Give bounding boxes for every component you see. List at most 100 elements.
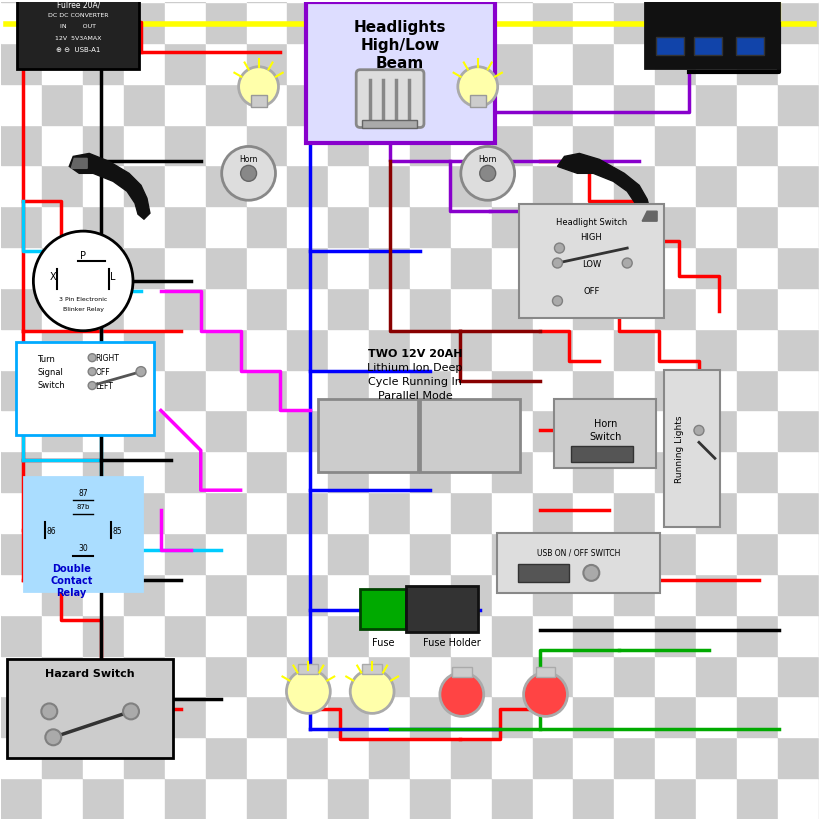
- Bar: [817, 288, 819, 329]
- Text: HIGH: HIGH: [580, 233, 601, 242]
- Bar: [450, 778, 491, 819]
- Bar: [124, 3, 165, 43]
- Bar: [43, 0, 83, 3]
- Bar: [736, 43, 776, 84]
- Bar: [410, 492, 450, 533]
- Bar: [287, 288, 328, 329]
- Bar: [736, 125, 776, 166]
- Bar: [491, 166, 532, 207]
- Bar: [287, 615, 328, 656]
- Bar: [613, 84, 654, 125]
- Bar: [817, 533, 819, 574]
- Bar: [206, 0, 247, 3]
- Bar: [328, 411, 369, 452]
- Bar: [695, 125, 736, 166]
- Bar: [532, 370, 572, 411]
- Bar: [410, 452, 450, 492]
- Polygon shape: [641, 212, 656, 222]
- Bar: [206, 125, 247, 166]
- Bar: [165, 125, 206, 166]
- Bar: [83, 492, 124, 533]
- Bar: [776, 0, 817, 3]
- Circle shape: [460, 147, 514, 201]
- Bar: [83, 615, 124, 656]
- Bar: [613, 492, 654, 533]
- Bar: [613, 574, 654, 615]
- Circle shape: [582, 565, 599, 581]
- Bar: [2, 778, 43, 819]
- Bar: [613, 370, 654, 411]
- Bar: [695, 166, 736, 207]
- Bar: [83, 3, 124, 43]
- Bar: [776, 492, 817, 533]
- Bar: [572, 656, 613, 697]
- Bar: [206, 656, 247, 697]
- Bar: [491, 697, 532, 737]
- Bar: [491, 329, 532, 370]
- Bar: [43, 125, 83, 166]
- Bar: [613, 656, 654, 697]
- Bar: [736, 615, 776, 656]
- Bar: [532, 43, 572, 84]
- Bar: [165, 533, 206, 574]
- Bar: [776, 370, 817, 411]
- Bar: [328, 697, 369, 737]
- Text: IN        OUT: IN OUT: [60, 25, 96, 29]
- Bar: [43, 207, 83, 248]
- Bar: [124, 411, 165, 452]
- Bar: [328, 166, 369, 207]
- Bar: [83, 574, 124, 615]
- Bar: [287, 248, 328, 288]
- Bar: [410, 533, 450, 574]
- Bar: [124, 0, 165, 3]
- Circle shape: [240, 166, 256, 182]
- Bar: [247, 248, 287, 288]
- Bar: [43, 656, 83, 697]
- Bar: [369, 615, 410, 656]
- Bar: [776, 615, 817, 656]
- Bar: [817, 656, 819, 697]
- Bar: [613, 737, 654, 778]
- Bar: [410, 84, 450, 125]
- Text: Beam: Beam: [375, 57, 423, 71]
- Bar: [328, 370, 369, 411]
- Bar: [491, 452, 532, 492]
- Bar: [206, 737, 247, 778]
- Bar: [776, 125, 817, 166]
- Bar: [206, 329, 247, 370]
- Circle shape: [136, 367, 146, 377]
- Bar: [571, 447, 632, 463]
- Bar: [2, 656, 43, 697]
- Bar: [491, 656, 532, 697]
- Bar: [2, 84, 43, 125]
- Bar: [736, 288, 776, 329]
- Bar: [287, 329, 328, 370]
- Bar: [410, 329, 450, 370]
- Bar: [124, 329, 165, 370]
- Bar: [817, 166, 819, 207]
- Bar: [43, 370, 83, 411]
- Bar: [43, 574, 83, 615]
- Bar: [776, 574, 817, 615]
- Bar: [2, 329, 43, 370]
- Bar: [817, 125, 819, 166]
- Bar: [613, 207, 654, 248]
- Bar: [369, 288, 410, 329]
- Bar: [654, 737, 695, 778]
- Text: Hazard Switch: Hazard Switch: [45, 667, 135, 677]
- Bar: [410, 656, 450, 697]
- Text: Switch: Switch: [38, 381, 65, 390]
- Bar: [776, 411, 817, 452]
- Bar: [124, 43, 165, 84]
- Bar: [736, 697, 776, 737]
- Bar: [491, 84, 532, 125]
- Text: Horn: Horn: [239, 155, 257, 164]
- Bar: [247, 492, 287, 533]
- Bar: [328, 0, 369, 3]
- Bar: [287, 778, 328, 819]
- Bar: [736, 207, 776, 248]
- Bar: [287, 737, 328, 778]
- Bar: [613, 778, 654, 819]
- Bar: [450, 125, 491, 166]
- Bar: [83, 697, 124, 737]
